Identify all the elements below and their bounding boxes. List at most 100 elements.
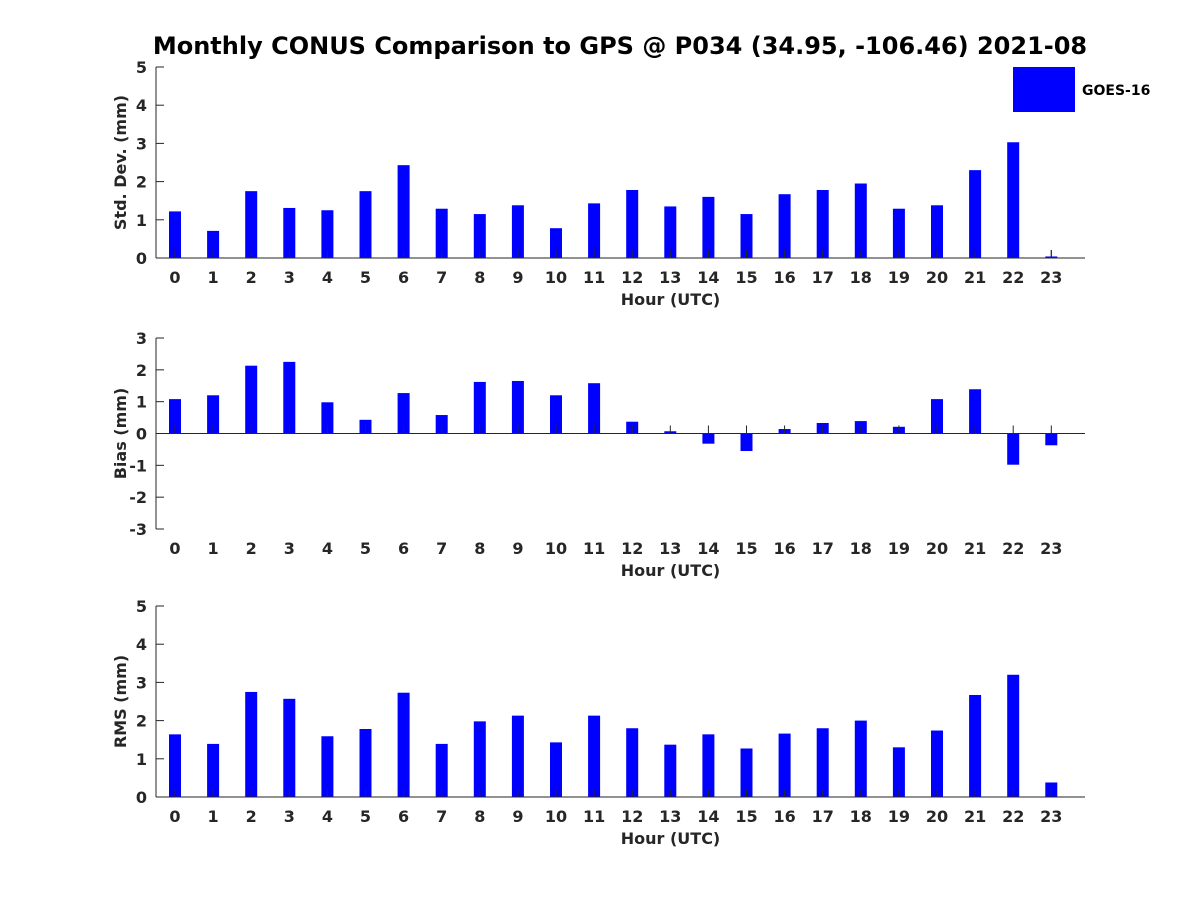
- xtick-label-std-2: 2: [246, 268, 257, 287]
- bar-rms-hour-6: [397, 692, 410, 797]
- bar-std-hour-2: [245, 191, 258, 258]
- bar-rms-hour-13: [664, 744, 677, 797]
- xtick-label-std-19: 19: [888, 268, 910, 287]
- xtick-label-rms-1: 1: [208, 807, 219, 826]
- bar-std-hour-21: [969, 170, 982, 258]
- ytick-label-bias--2: -2: [129, 488, 147, 507]
- bar-rms-hour-1: [207, 743, 220, 797]
- xtick-label-bias-5: 5: [360, 539, 371, 558]
- bar-std-hour-20: [931, 205, 943, 258]
- xtick-label-std-8: 8: [474, 268, 485, 287]
- bar-std-hour-15: [740, 214, 753, 258]
- xtick-label-rms-9: 9: [512, 807, 523, 826]
- xtick-label-rms-17: 17: [812, 807, 834, 826]
- bar-rms-hour-16: [778, 733, 791, 797]
- bar-rms-hour-15: [740, 748, 753, 797]
- xtick-label-bias-7: 7: [436, 539, 447, 558]
- bar-bias-hour-22: [1007, 433, 1020, 465]
- xlabel-std: Hour (UTC): [621, 290, 721, 309]
- ytick-label-rms-3: 3: [136, 673, 147, 692]
- xtick-label-std-6: 6: [398, 268, 409, 287]
- xtick-label-bias-0: 0: [169, 539, 180, 558]
- xtick-label-bias-18: 18: [850, 539, 872, 558]
- bar-std-hour-4: [321, 210, 334, 258]
- bar-bias-hour-11: [588, 383, 601, 434]
- xtick-label-std-21: 21: [964, 268, 986, 287]
- ytick-label-std-5: 5: [136, 58, 147, 77]
- ytick-label-bias-0: 0: [136, 425, 147, 444]
- xtick-label-bias-4: 4: [322, 539, 333, 558]
- xtick-label-std-16: 16: [773, 268, 795, 287]
- bar-std-hour-22: [1007, 142, 1020, 258]
- bar-bias-hour-8: [473, 381, 486, 434]
- bar-std-hour-1: [207, 230, 220, 258]
- xtick-label-rms-12: 12: [621, 807, 643, 826]
- xtick-label-bias-14: 14: [697, 539, 719, 558]
- bar-bias-hour-15: [740, 433, 753, 452]
- bar-bias-hour-20: [931, 399, 943, 434]
- bar-rms-hour-12: [626, 728, 639, 797]
- bar-bias-hour-1: [207, 395, 220, 434]
- bar-rms-hour-8: [473, 721, 486, 797]
- bar-std-hour-12: [626, 190, 639, 258]
- xlabel-rms: Hour (UTC): [621, 829, 721, 848]
- ytick-label-bias--1: -1: [129, 456, 147, 475]
- xtick-label-bias-17: 17: [812, 539, 834, 558]
- xtick-label-rms-22: 22: [1002, 807, 1024, 826]
- ylabel-std: Std. Dev. (mm): [111, 95, 130, 230]
- bar-rms-hour-19: [892, 747, 905, 797]
- xtick-label-bias-2: 2: [246, 539, 257, 558]
- xtick-label-std-9: 9: [512, 268, 523, 287]
- bar-rms-hour-21: [969, 695, 982, 797]
- bar-bias-hour-0: [169, 399, 181, 434]
- bar-rms-hour-9: [511, 715, 524, 797]
- bar-std-hour-14: [702, 196, 715, 258]
- bar-std-hour-13: [664, 206, 677, 258]
- bar-std-hour-17: [816, 190, 829, 258]
- xtick-label-bias-1: 1: [208, 539, 219, 558]
- xtick-label-std-20: 20: [926, 268, 948, 287]
- xtick-label-rms-23: 23: [1040, 807, 1062, 826]
- xtick-label-rms-20: 20: [926, 807, 948, 826]
- bar-rms-hour-14: [702, 734, 715, 797]
- legend-label: GOES-16: [1082, 83, 1150, 99]
- bar-bias-hour-2: [245, 365, 258, 434]
- xtick-label-std-1: 1: [208, 268, 219, 287]
- bar-rms-hour-5: [359, 729, 372, 797]
- ylabel-bias: Bias (mm): [111, 388, 130, 480]
- xtick-label-std-7: 7: [436, 268, 447, 287]
- xtick-label-rms-10: 10: [545, 807, 567, 826]
- bar-rms-hour-11: [588, 715, 601, 797]
- xtick-label-bias-23: 23: [1040, 539, 1062, 558]
- bar-rms-hour-18: [854, 720, 867, 797]
- chart-title: Monthly CONUS Comparison to GPS @ P034 (…: [153, 32, 1087, 60]
- ytick-label-bias-1: 1: [136, 393, 147, 412]
- bar-bias-hour-6: [397, 393, 410, 434]
- bar-std-hour-0: [169, 211, 181, 258]
- ytick-label-rms-2: 2: [136, 712, 147, 731]
- bar-std-hour-5: [359, 191, 372, 258]
- bar-rms-hour-7: [435, 743, 448, 797]
- bar-rms-hour-3: [283, 698, 296, 797]
- bar-std-hour-16: [778, 194, 791, 258]
- bar-rms-hour-17: [816, 728, 829, 797]
- xtick-label-std-23: 23: [1040, 268, 1062, 287]
- xtick-label-rms-11: 11: [583, 807, 605, 826]
- xtick-label-bias-9: 9: [512, 539, 523, 558]
- bar-bias-hour-7: [435, 415, 448, 434]
- ytick-label-std-0: 0: [136, 249, 147, 268]
- xtick-label-bias-22: 22: [1002, 539, 1024, 558]
- bar-std-hour-18: [854, 183, 867, 258]
- bar-bias-hour-3: [283, 361, 296, 434]
- bar-rms-hour-2: [245, 691, 258, 797]
- ytick-label-rms-4: 4: [136, 635, 147, 654]
- xtick-label-std-14: 14: [697, 268, 719, 287]
- xtick-label-rms-0: 0: [169, 807, 180, 826]
- ytick-label-bias--3: -3: [129, 520, 147, 539]
- bar-std-hour-3: [283, 207, 296, 258]
- bar-bias-hour-23: [1045, 433, 1058, 446]
- ytick-label-std-1: 1: [136, 211, 147, 230]
